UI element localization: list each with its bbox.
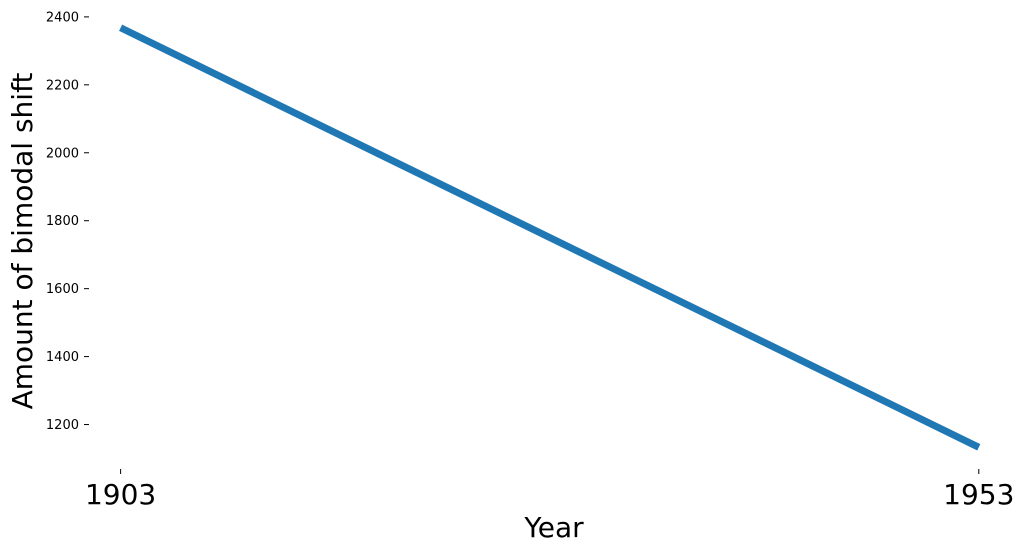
x-axis-label: Year [523,511,584,544]
y-axis-label: Amount of bimodal shift [6,73,39,410]
x-tick-label: 1953 [943,478,1014,511]
y-tick-label: 2000 [46,146,79,161]
y-tick-label: 1800 [46,214,79,229]
series-layer [119,24,981,451]
y-tick-label: 1200 [46,418,79,433]
y-tick-label: 2400 [46,10,79,25]
y-tick-label: 1600 [46,282,79,297]
x-tick-label: 1903 [85,478,156,511]
y-tick-label: 1400 [46,350,79,365]
series-line [119,24,981,451]
x-axis: 1903 1953 [85,469,1014,511]
y-axis: 1200 1400 1600 1800 2000 2200 2400 [46,10,89,433]
y-tick-label: 2200 [46,78,79,93]
